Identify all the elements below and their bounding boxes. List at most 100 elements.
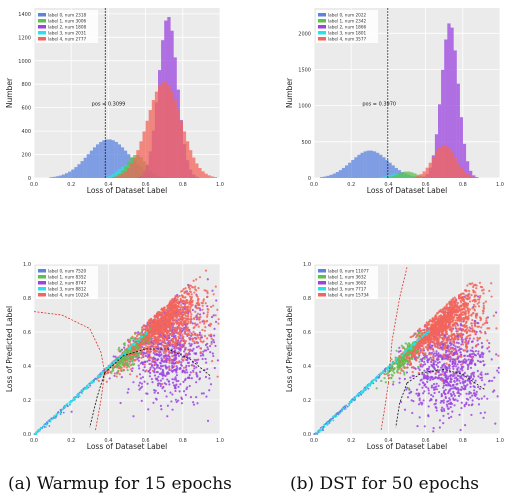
legend-entry: label 3, num 8812	[48, 287, 86, 292]
x-tick-label: 0.0	[310, 438, 318, 444]
scatter-point	[171, 309, 174, 312]
scatter-point	[143, 346, 146, 350]
scatter-point	[465, 401, 468, 404]
scatter-point	[112, 367, 115, 370]
scatter-point	[184, 308, 188, 311]
scatter-point	[197, 298, 200, 301]
scatter-point	[441, 357, 445, 361]
hist-bar	[357, 154, 361, 178]
scatter-point	[186, 318, 189, 321]
hist-bar	[111, 140, 115, 178]
scatter-point	[455, 314, 458, 317]
scatter-point	[187, 301, 190, 304]
scatter-point	[148, 323, 152, 326]
scatter-point	[191, 333, 194, 336]
scatter-point	[160, 313, 163, 317]
scatter-point	[465, 290, 468, 293]
scatter-point	[204, 349, 208, 352]
scatter-point	[186, 371, 189, 374]
scatter-point	[172, 384, 176, 387]
scatter-point	[159, 364, 162, 368]
scatter-point	[456, 334, 459, 337]
scatter-point	[164, 364, 167, 367]
scatter-point	[137, 331, 140, 334]
scatter-point	[143, 335, 146, 339]
scatter-point	[112, 360, 115, 363]
scatter-point	[116, 362, 119, 365]
scatter-point	[424, 345, 427, 348]
scatter-point	[421, 386, 424, 389]
scatter-point	[173, 319, 177, 322]
scatter-point	[192, 401, 195, 404]
scatter-point	[456, 374, 459, 377]
scatter-point	[188, 334, 191, 337]
scatter-point	[457, 355, 460, 358]
scatter-point	[181, 336, 184, 339]
scatter-point	[212, 354, 215, 358]
scatter-point	[405, 366, 408, 369]
x-tick-label: 0.2	[67, 182, 75, 188]
scatter-point	[174, 297, 177, 300]
scatter-point	[409, 391, 412, 394]
scatter-point	[196, 375, 199, 378]
scatter-point	[449, 375, 452, 378]
scatter-point	[446, 400, 449, 403]
scatter-point	[429, 353, 433, 356]
x-tick-label: 0.6	[142, 182, 150, 188]
scatter-point	[163, 306, 166, 309]
scatter-point	[121, 363, 124, 366]
hist-bar	[329, 174, 333, 178]
scatter-point	[161, 308, 164, 312]
scatter-point	[155, 329, 158, 332]
scatter-point	[119, 349, 122, 352]
scatter-point	[206, 367, 209, 371]
y-tick-label: 600	[21, 106, 31, 112]
scatter-point	[479, 355, 482, 358]
scatter-point	[170, 307, 173, 310]
y-tick-label: 1.0	[23, 262, 31, 268]
scatter-point	[105, 380, 108, 383]
scatter-point	[460, 401, 463, 404]
scatter-point	[473, 298, 476, 301]
scatter-point	[203, 334, 207, 338]
scatter-point	[456, 368, 459, 371]
scatter-point	[215, 299, 218, 302]
scatter-point	[418, 416, 421, 419]
scatter-point	[173, 311, 176, 314]
scatter-point	[165, 383, 168, 386]
scatter-point	[473, 385, 476, 389]
hist-bar	[130, 163, 134, 178]
scatter-point	[402, 369, 405, 373]
scatter-point	[40, 426, 42, 429]
legend-box	[36, 266, 98, 299]
scatter-point	[198, 313, 202, 316]
scatter-point	[202, 354, 205, 357]
scatter-point	[165, 324, 168, 327]
scatter-point	[475, 393, 478, 396]
scatter-point	[442, 422, 445, 425]
scatter-point	[64, 404, 67, 407]
scatter-point	[415, 392, 418, 395]
scatter-point	[398, 377, 401, 380]
scatter-point	[144, 332, 146, 335]
scatter-point	[479, 411, 482, 415]
scatter-point	[66, 405, 69, 408]
scatter-point	[148, 353, 151, 356]
scatter-point	[173, 369, 176, 372]
scatter-point	[205, 315, 209, 318]
scatter-point	[163, 330, 166, 333]
scatter-point	[152, 401, 155, 404]
scatter-point	[437, 352, 440, 355]
scatter-point	[195, 396, 198, 399]
y-tick-label: 1200	[18, 35, 31, 41]
scatter-point	[168, 357, 172, 361]
scatter-point	[173, 365, 176, 368]
scatter-point	[212, 341, 216, 344]
scatter-point	[473, 300, 477, 303]
scatter-point	[211, 360, 214, 363]
scatter-point	[128, 362, 131, 365]
legend-swatch	[38, 275, 46, 279]
scatter-point	[476, 295, 480, 298]
scatter-point	[423, 425, 426, 428]
scatter-point	[432, 366, 435, 369]
